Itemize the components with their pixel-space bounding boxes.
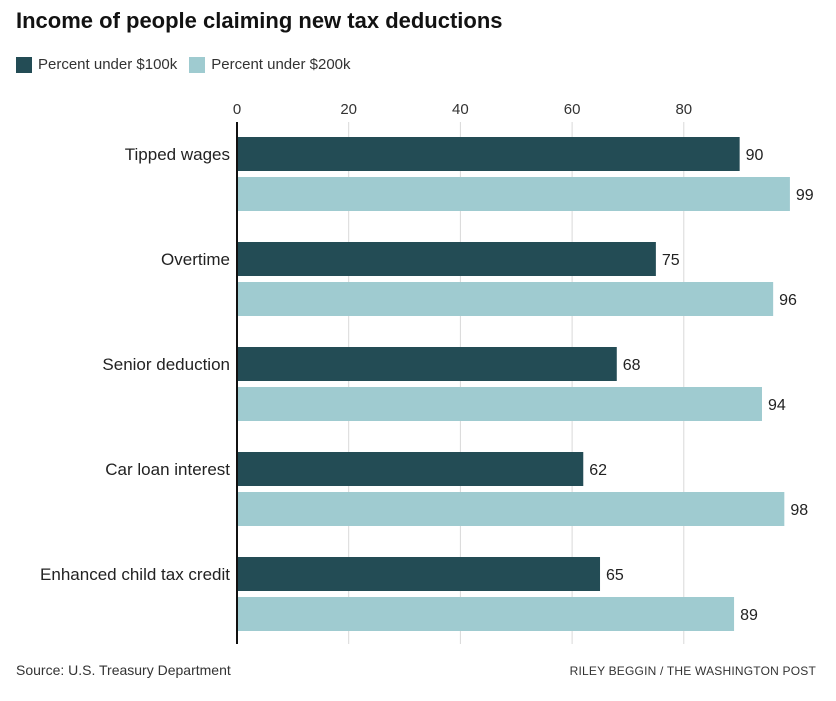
x-tick-label: 80 <box>675 101 692 118</box>
bar <box>237 597 735 631</box>
category-label: Tipped wages <box>125 145 230 164</box>
bar <box>237 452 584 486</box>
data-label: 94 <box>768 397 786 414</box>
category-label: Enhanced child tax credit <box>40 565 230 584</box>
legend-label-under-200k: Percent under $200k <box>211 56 351 73</box>
category-label: Senior deduction <box>102 355 230 374</box>
legend-swatch-under-100k <box>16 56 32 73</box>
bar <box>237 137 740 171</box>
data-label: 65 <box>606 567 624 584</box>
data-label: 90 <box>746 147 764 164</box>
legend: Percent under $100k Percent under $200k <box>16 56 363 73</box>
data-label: 99 <box>796 187 814 204</box>
credit-line: RILEY BEGGIN / THE WASHINGTON POST <box>569 664 816 678</box>
x-tick-label: 60 <box>564 101 581 118</box>
category-label: Overtime <box>161 250 230 269</box>
category-label: Car loan interest <box>105 460 230 479</box>
data-label: 89 <box>740 607 758 624</box>
x-tick-label: 40 <box>452 101 469 118</box>
legend-item-under-200k: Percent under $200k <box>189 56 351 73</box>
bar <box>237 177 790 211</box>
legend-swatch-under-200k <box>189 56 206 73</box>
bar <box>237 282 774 316</box>
chart-title: Income of people claiming new tax deduct… <box>16 8 503 33</box>
data-label: 98 <box>790 502 808 519</box>
data-label: 96 <box>779 292 797 309</box>
bar <box>237 557 601 591</box>
data-label: 68 <box>623 357 641 374</box>
bar <box>237 242 656 276</box>
bar <box>237 492 785 526</box>
bar <box>237 387 762 421</box>
source-note: Source: U.S. Treasury Department <box>16 662 231 678</box>
data-label: 75 <box>662 252 680 269</box>
bar <box>237 347 617 381</box>
legend-item-under-100k: Percent under $100k <box>16 56 177 73</box>
data-label: 62 <box>589 462 607 479</box>
legend-label-under-100k: Percent under $100k <box>38 56 178 73</box>
x-tick-label: 0 <box>233 101 241 118</box>
x-tick-label: 20 <box>340 101 357 118</box>
